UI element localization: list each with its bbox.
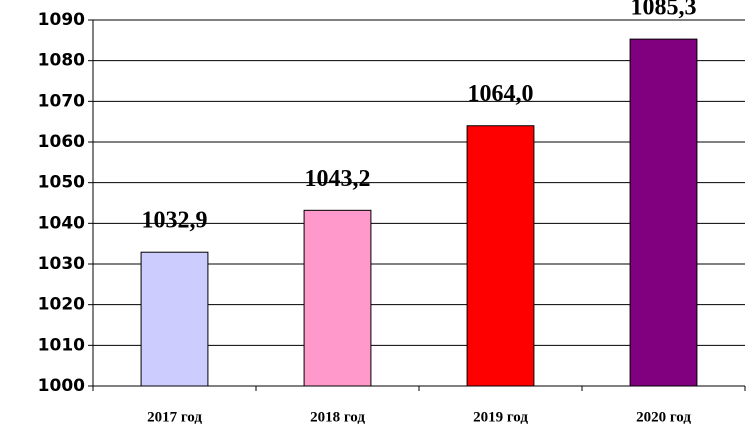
y-tick-label: 1040 bbox=[38, 213, 85, 233]
y-tick-label: 1080 bbox=[38, 51, 85, 71]
y-tick-label: 1000 bbox=[38, 376, 85, 396]
x-tick-label: 2017 год bbox=[147, 409, 202, 425]
y-tick-label: 1010 bbox=[38, 335, 85, 355]
y-tick-label: 1070 bbox=[38, 91, 85, 111]
value-label: 1032,9 bbox=[142, 208, 208, 234]
bar bbox=[466, 125, 535, 387]
x-tick-label: 2018 год bbox=[310, 409, 365, 425]
y-tick-label: 1030 bbox=[38, 254, 85, 274]
x-tick-label: 2019 год bbox=[473, 409, 528, 425]
value-label: 1085,3 bbox=[631, 0, 697, 21]
y-tick-label: 1060 bbox=[38, 132, 85, 152]
y-tick-label: 1090 bbox=[38, 10, 85, 30]
bar bbox=[140, 251, 209, 387]
x-tick-label: 2020 год bbox=[636, 409, 691, 425]
y-tick-label: 1050 bbox=[38, 173, 85, 193]
y-tick-label: 1020 bbox=[38, 295, 85, 315]
bar bbox=[303, 209, 372, 387]
bar bbox=[629, 38, 698, 387]
value-label: 1043,2 bbox=[305, 166, 371, 192]
value-label: 1064,0 bbox=[468, 81, 534, 107]
